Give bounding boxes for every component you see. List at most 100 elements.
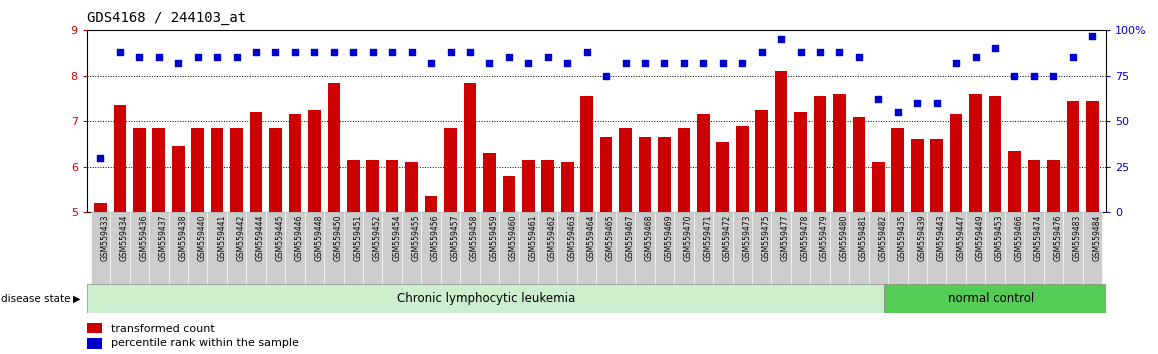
Bar — [735, 126, 748, 212]
Bar — [479, 212, 499, 285]
Point — [305, 49, 323, 55]
Text: GSM559447: GSM559447 — [957, 215, 965, 261]
Text: GSM559448: GSM559448 — [314, 215, 323, 261]
Bar — [169, 212, 188, 285]
Text: GSM559478: GSM559478 — [800, 215, 809, 261]
Bar — [445, 128, 457, 212]
Text: GSM559472: GSM559472 — [723, 215, 732, 261]
Bar — [1009, 151, 1021, 212]
Bar — [872, 162, 885, 212]
Bar — [713, 212, 733, 285]
Text: GSM559442: GSM559442 — [236, 215, 245, 261]
Point — [966, 55, 984, 60]
Bar — [694, 212, 713, 285]
Text: percentile rank within the sample: percentile rank within the sample — [111, 338, 299, 348]
Text: GSM559476: GSM559476 — [1054, 215, 1062, 261]
Bar — [852, 117, 865, 212]
Point — [538, 55, 557, 60]
Text: GSM559445: GSM559445 — [276, 215, 285, 261]
Point — [908, 100, 926, 106]
Bar — [519, 212, 538, 285]
Bar — [930, 139, 943, 212]
Bar — [885, 284, 1112, 313]
Bar — [1067, 101, 1079, 212]
Text: GSM559439: GSM559439 — [917, 215, 926, 261]
Bar — [328, 82, 340, 212]
Bar — [207, 212, 227, 285]
Bar — [580, 96, 593, 212]
Bar — [425, 196, 438, 212]
Text: normal control: normal control — [948, 292, 1034, 305]
Bar — [285, 212, 305, 285]
Point — [130, 55, 148, 60]
Bar — [654, 212, 674, 285]
Text: GSM559440: GSM559440 — [198, 215, 206, 261]
Text: GSM559457: GSM559457 — [450, 215, 460, 261]
Bar — [833, 94, 845, 212]
Bar — [382, 212, 402, 285]
Bar — [577, 212, 596, 285]
Bar — [483, 153, 496, 212]
Bar — [677, 128, 690, 212]
Bar — [422, 212, 441, 285]
Text: GSM559482: GSM559482 — [879, 215, 887, 261]
Bar — [87, 284, 885, 313]
Bar — [94, 203, 107, 212]
Text: GSM559480: GSM559480 — [840, 215, 849, 261]
Text: GSM559438: GSM559438 — [178, 215, 188, 261]
Bar — [674, 212, 694, 285]
Bar — [90, 212, 110, 285]
Text: GSM559449: GSM559449 — [975, 215, 984, 261]
Point — [149, 55, 168, 60]
Bar — [188, 212, 207, 285]
Point — [713, 60, 732, 66]
Text: GSM559441: GSM559441 — [218, 215, 226, 261]
Point — [111, 49, 130, 55]
Text: GSM559463: GSM559463 — [567, 215, 577, 261]
Bar — [149, 212, 169, 285]
Text: GSM559435: GSM559435 — [897, 215, 907, 261]
Text: GSM559452: GSM559452 — [373, 215, 382, 261]
Text: GSM559474: GSM559474 — [1034, 215, 1043, 261]
Point — [636, 60, 654, 66]
Bar — [811, 212, 830, 285]
Point — [227, 55, 245, 60]
Point — [694, 60, 712, 66]
Point — [870, 97, 888, 102]
Point — [753, 49, 771, 55]
Point — [811, 49, 829, 55]
Point — [850, 55, 868, 60]
Bar — [250, 112, 263, 212]
Bar — [639, 137, 651, 212]
Text: GSM559433: GSM559433 — [101, 215, 110, 261]
Bar — [362, 212, 382, 285]
Bar — [460, 212, 479, 285]
Point — [1083, 33, 1101, 38]
Bar — [950, 114, 962, 212]
Text: GSM559453: GSM559453 — [995, 215, 1004, 261]
Bar — [324, 212, 344, 285]
Bar — [130, 212, 149, 285]
Bar — [211, 128, 223, 212]
Text: GSM559466: GSM559466 — [1014, 215, 1024, 261]
Bar — [227, 212, 247, 285]
Bar — [717, 142, 730, 212]
Bar — [966, 212, 985, 285]
Text: ▶: ▶ — [73, 294, 80, 304]
Text: GSM559459: GSM559459 — [490, 215, 498, 261]
Bar — [616, 212, 636, 285]
Bar — [463, 82, 476, 212]
Point — [578, 49, 596, 55]
Bar — [911, 139, 924, 212]
Bar — [288, 114, 301, 212]
Bar — [733, 212, 752, 285]
Text: GSM559473: GSM559473 — [742, 215, 752, 261]
Point — [733, 60, 752, 66]
Bar — [191, 128, 204, 212]
Text: GSM559434: GSM559434 — [120, 215, 129, 261]
Bar — [405, 162, 418, 212]
Bar — [269, 128, 281, 212]
Bar — [868, 212, 888, 285]
Bar — [133, 128, 146, 212]
Point — [1005, 73, 1024, 79]
